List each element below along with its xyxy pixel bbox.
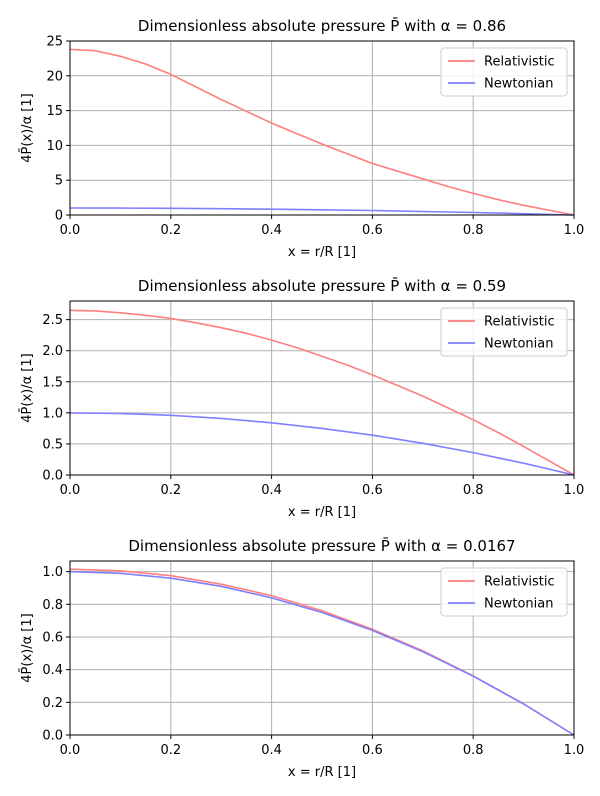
chart-title: Dimensionless absolute pressure P̄ with …: [128, 536, 515, 555]
series-line-newtonian: [69, 207, 575, 216]
x-tick-label: 0.6: [362, 743, 383, 758]
x-tick-label: 1.0: [564, 483, 585, 498]
y-tick-label: 0.4: [42, 663, 63, 678]
y-tick-label: 20: [46, 69, 63, 84]
chart-panel-1: Dimensionless absolute pressure P̄ with …: [20, 16, 585, 260]
chart-title: Dimensionless absolute pressure P̄ with …: [138, 16, 506, 35]
y-axis-label: 4P̄(x)/α [1]: [20, 93, 35, 162]
y-tick-label: 0.5: [42, 437, 63, 452]
chart-panel-2: Dimensionless absolute pressure P̄ with …: [20, 276, 585, 520]
legend: Relativistic Newtonian: [440, 307, 568, 357]
y-tick-label: 0.8: [42, 598, 63, 613]
x-axis-label: x = r/R [1]: [288, 245, 356, 260]
x-tick-label: 1.0: [564, 223, 585, 238]
chart-panel-3: Dimensionless absolute pressure P̄ with …: [20, 536, 585, 780]
legend-box: [440, 47, 568, 97]
plot-frame: [69, 300, 575, 476]
x-tick-label: 0.4: [261, 483, 282, 498]
series-line-relativistic: [69, 309, 575, 476]
x-tick-label: 0.4: [261, 223, 282, 238]
x-axis-label: x = r/R [1]: [288, 505, 356, 520]
x-tick-label: 0.8: [463, 483, 484, 498]
legend-label-newtonian: Newtonian: [484, 337, 553, 352]
series-line-relativistic: [69, 48, 575, 216]
x-tick-label: 0.8: [463, 743, 484, 758]
y-tick-label: 0.0: [42, 729, 63, 744]
plot-frame: [69, 560, 575, 736]
y-tick-label: 1.0: [42, 565, 63, 580]
y-axis-label: 4P̄(x)/α [1]: [20, 613, 35, 682]
x-tick-label: 0.6: [362, 483, 383, 498]
y-tick-label: 0.6: [42, 630, 63, 645]
legend-label-newtonian: Newtonian: [484, 597, 553, 612]
legend-box: [440, 567, 568, 617]
x-tick-label: 0.8: [463, 223, 484, 238]
y-tick-label: 1.5: [42, 375, 63, 390]
legend: Relativistic Newtonian: [440, 47, 568, 97]
series-line-newtonian: [69, 412, 575, 476]
y-axis-label: 4P̄(x)/α [1]: [20, 353, 35, 422]
y-tick-label: 0.2: [42, 696, 63, 711]
x-tick-label: 0.2: [160, 483, 181, 498]
legend-label-relativistic: Relativistic: [484, 55, 555, 70]
series-line-newtonian: [69, 570, 575, 736]
y-tick-label: 15: [46, 104, 63, 119]
y-tick-label: 2.0: [42, 344, 63, 359]
legend-label-newtonian: Newtonian: [484, 77, 553, 92]
legend: Relativistic Newtonian: [440, 567, 568, 617]
x-axis-label: x = r/R [1]: [288, 765, 356, 780]
y-tick-label: 1.0: [42, 406, 63, 421]
y-tick-label: 25: [46, 35, 63, 50]
y-tick-label: 2.5: [42, 313, 63, 328]
plot-frame: [69, 40, 575, 216]
x-tick-label: 0.6: [362, 223, 383, 238]
x-tick-label: 1.0: [564, 743, 585, 758]
legend-label-relativistic: Relativistic: [484, 575, 555, 590]
legend-label-relativistic: Relativistic: [484, 315, 555, 330]
y-tick-label: 0: [55, 209, 63, 224]
y-tick-label: 10: [46, 139, 63, 154]
y-tick-label: 0.0: [42, 469, 63, 484]
x-tick-label: 0.0: [60, 483, 81, 498]
chart-title: Dimensionless absolute pressure P̄ with …: [138, 276, 506, 295]
x-tick-label: 0.0: [60, 743, 81, 758]
x-tick-label: 0.2: [160, 743, 181, 758]
x-tick-label: 0.0: [60, 223, 81, 238]
x-tick-label: 0.4: [261, 743, 282, 758]
legend-box: [440, 307, 568, 357]
y-tick-label: 5: [55, 174, 63, 189]
x-tick-label: 0.2: [160, 223, 181, 238]
